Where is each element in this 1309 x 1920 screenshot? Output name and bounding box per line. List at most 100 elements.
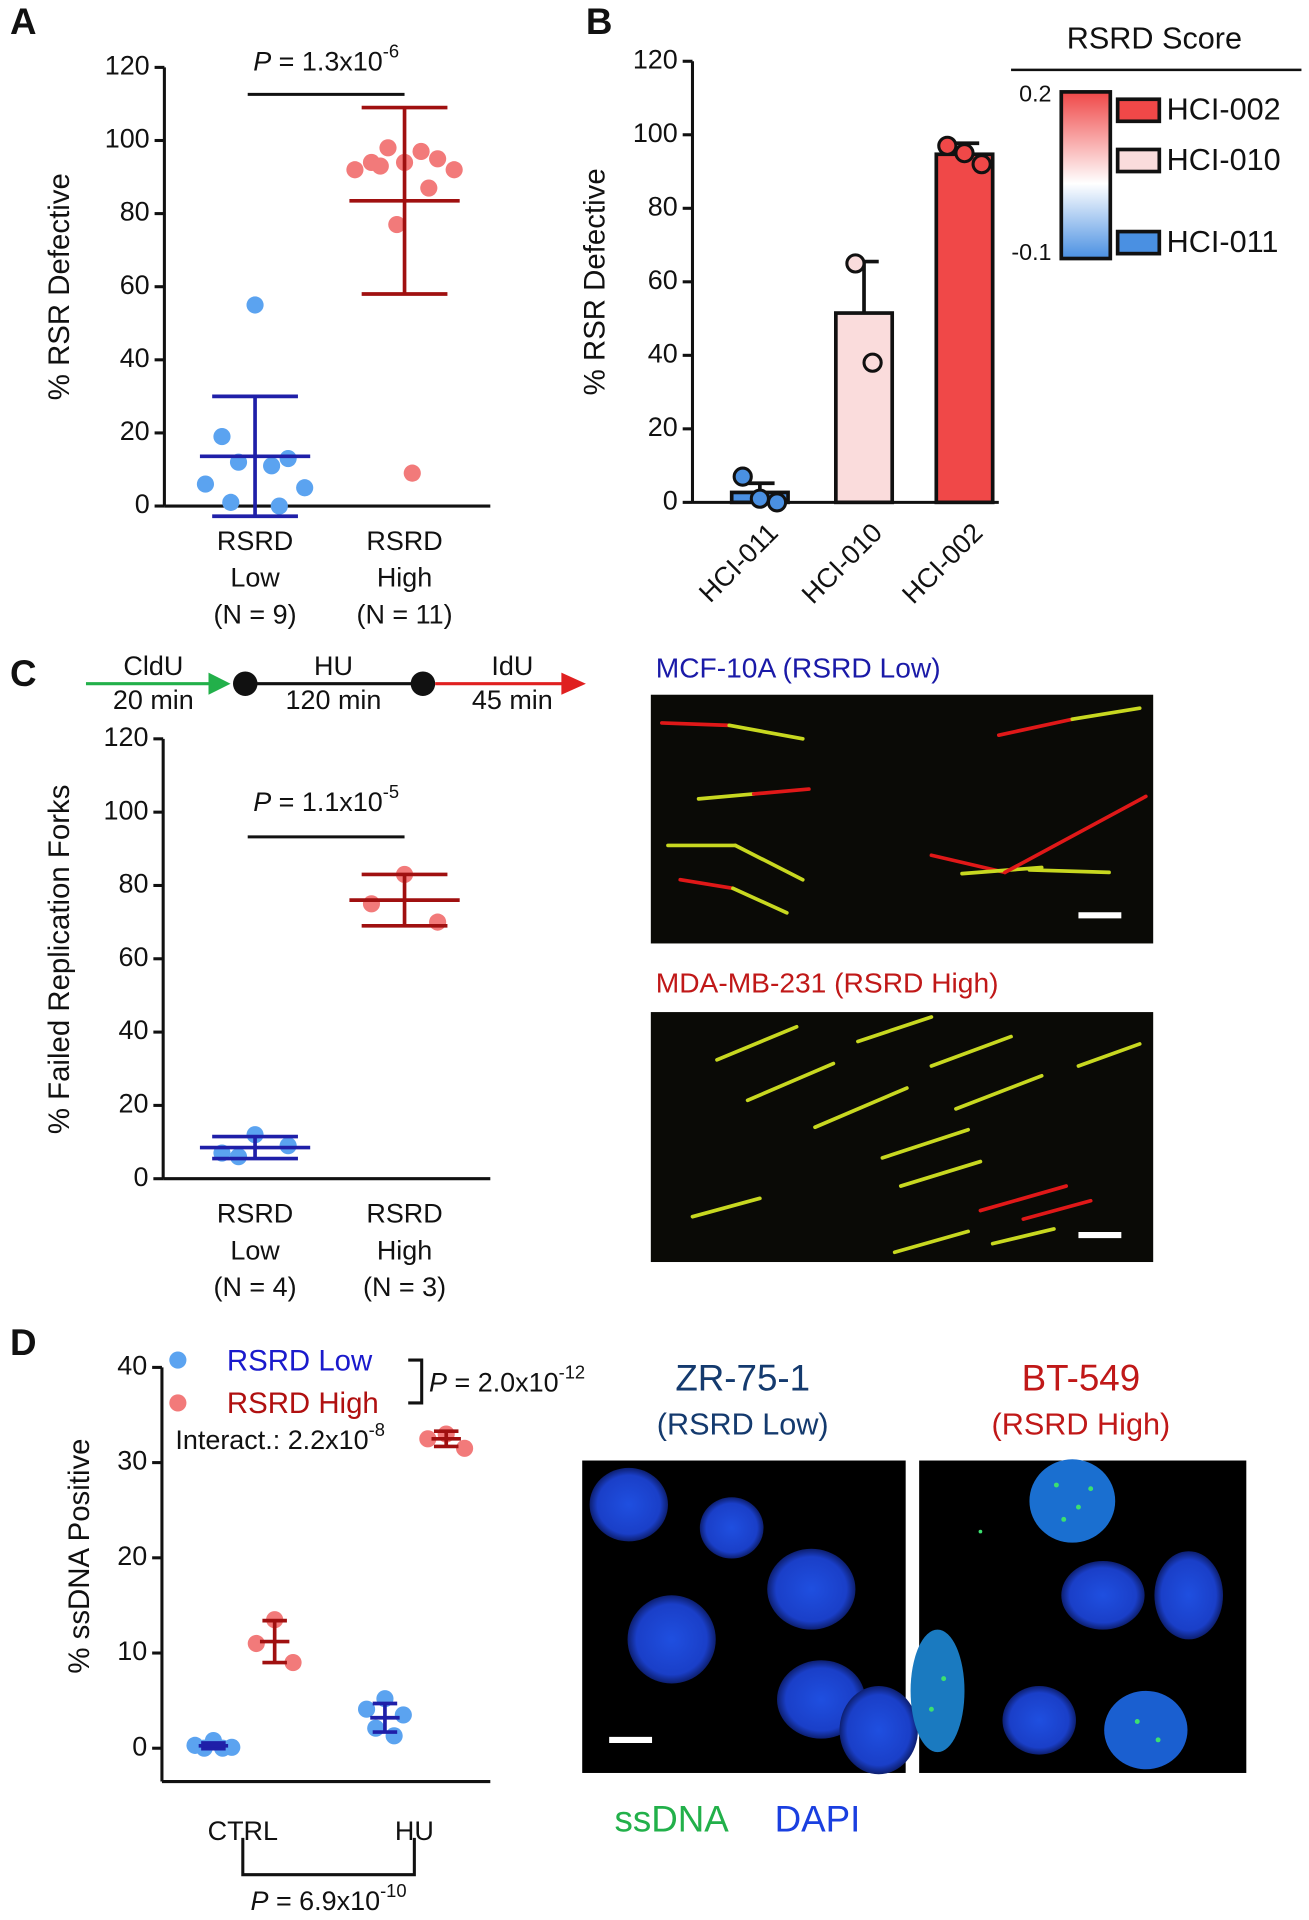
annotation-italic: P: [429, 1368, 447, 1398]
y-tick-label: 100: [633, 118, 678, 148]
bracket: [408, 1358, 424, 1405]
data-point: [213, 428, 231, 446]
x-tick-label: HCI-002: [896, 517, 988, 609]
x-tick-label: (N = 11): [357, 599, 453, 629]
legend-marker: [169, 1394, 187, 1412]
data-point: [456, 1439, 474, 1457]
legend-label: HCI-002: [1167, 93, 1281, 127]
x-tick-label: HCI-010: [796, 517, 888, 609]
annotation: Interact.: 2.2x10-8: [175, 1420, 385, 1456]
legend-swatch: [1115, 229, 1162, 256]
protocol-duration: 120 min: [286, 685, 382, 715]
data-point: [412, 142, 430, 161]
y-axis-label: % Failed Replication Forks: [43, 785, 76, 1135]
stain-legend: ssDNA: [614, 1799, 729, 1840]
x-tick-label: RSRD: [217, 526, 293, 556]
x-tick-label: RSRD: [366, 526, 442, 556]
data-point: [263, 457, 281, 475]
x-tick-label: RSRD: [366, 1199, 442, 1229]
annotation: P = 2.0x10-12: [429, 1362, 585, 1398]
legend-label: RSRD High: [227, 1387, 379, 1420]
protocol: CldU 20 min HU 120 min IdU 45 min: [85, 651, 586, 715]
annotation-exponent: -8: [369, 1420, 385, 1441]
y-tick-label: 120: [105, 51, 150, 81]
data-point: [246, 296, 264, 314]
panel-label: B: [586, 1, 613, 42]
data-point: [371, 157, 389, 175]
image-title: ZR-75-1: [675, 1358, 810, 1399]
data-point: [429, 913, 447, 931]
legend-label: HCI-010: [1167, 143, 1281, 177]
x-tick-label: (N = 3): [363, 1272, 446, 1302]
data-point: [362, 895, 381, 913]
y-tick-label: 80: [118, 869, 148, 899]
y-tick-label: 80: [648, 191, 678, 221]
panel-label: D: [10, 1322, 37, 1363]
x-tick-label: RSRD: [217, 1199, 293, 1229]
y-tick-label: 80: [120, 197, 150, 227]
annotation-exponent: -5: [383, 781, 399, 802]
micrograph: [650, 1012, 1154, 1263]
annotation-italic: P: [253, 787, 271, 817]
y-tick-label: 0: [133, 1162, 148, 1192]
legend-swatch: [1115, 147, 1162, 174]
data-point: [388, 215, 406, 234]
x-tick-label: HU: [395, 1816, 434, 1846]
x-tick-label: Low: [230, 1235, 280, 1265]
x-tick-label: Low: [230, 563, 280, 593]
data-point: [379, 139, 397, 157]
legend-label: RSRD Low: [227, 1344, 373, 1377]
y-tick-label: 60: [648, 265, 678, 295]
y-tick-label: 40: [120, 343, 150, 373]
annotation-text: Interact.: 2.2x10: [175, 1425, 368, 1455]
annotation: P = 6.9x10-10: [251, 1880, 407, 1916]
x-tick-label: (N = 9): [214, 599, 297, 629]
data-point: [279, 449, 297, 468]
y-tick-label: 0: [663, 485, 678, 515]
y-tick-label: 120: [633, 44, 678, 74]
annotation: P = 1.1x10-5: [253, 781, 399, 817]
y-tick-label: 100: [104, 795, 149, 825]
y-tick-label: 20: [117, 1541, 147, 1571]
y-tick-label: 60: [118, 942, 148, 972]
annotation-exponent: -10: [380, 1880, 407, 1901]
data-point: [937, 135, 958, 156]
y-axis-label: % ssDNA Positive: [63, 1438, 96, 1673]
data-point: [420, 179, 438, 197]
data-point: [385, 1727, 403, 1745]
x-tick-label: CTRL: [208, 1816, 278, 1846]
protocol-step: CldU: [123, 651, 183, 681]
y-tick-label: 40: [117, 1351, 147, 1381]
data-point: [222, 493, 240, 511]
data-point: [346, 161, 364, 179]
y-tick-label: 20: [118, 1089, 148, 1119]
x-tick-label: HCI-011: [693, 517, 784, 608]
data-point: [429, 150, 447, 168]
stain-legend: DAPI: [775, 1799, 861, 1840]
y-axis-label: % RSR Defective: [579, 168, 612, 395]
x-tick-label: High: [377, 1235, 432, 1265]
colorbar: [1059, 90, 1113, 261]
annotation-text: = 1.3x10: [271, 47, 383, 77]
data-point: [196, 475, 215, 493]
image-subtitle: (RSRD Low): [657, 1407, 829, 1441]
data-point: [845, 253, 866, 274]
data-point: [247, 1634, 265, 1653]
image-title: BT-549: [1022, 1358, 1141, 1399]
colorbar-min: -0.1: [1011, 239, 1051, 265]
legend-label: HCI-011: [1167, 225, 1279, 259]
data-point: [445, 161, 463, 179]
x-tick-label: High: [377, 563, 432, 593]
protocol-duration: 45 min: [472, 685, 553, 715]
annotation-italic: P: [253, 47, 271, 77]
y-tick-label: 40: [118, 1015, 148, 1045]
data-point: [749, 488, 770, 509]
micrograph: [582, 1460, 918, 1775]
y-tick-label: 20: [120, 416, 150, 446]
data-point: [971, 154, 992, 175]
y-tick-label: 20: [648, 412, 678, 442]
data-point: [357, 1700, 376, 1718]
x-tick-label: (N = 4): [214, 1272, 297, 1302]
data-point: [766, 492, 788, 513]
data-point: [732, 466, 753, 487]
